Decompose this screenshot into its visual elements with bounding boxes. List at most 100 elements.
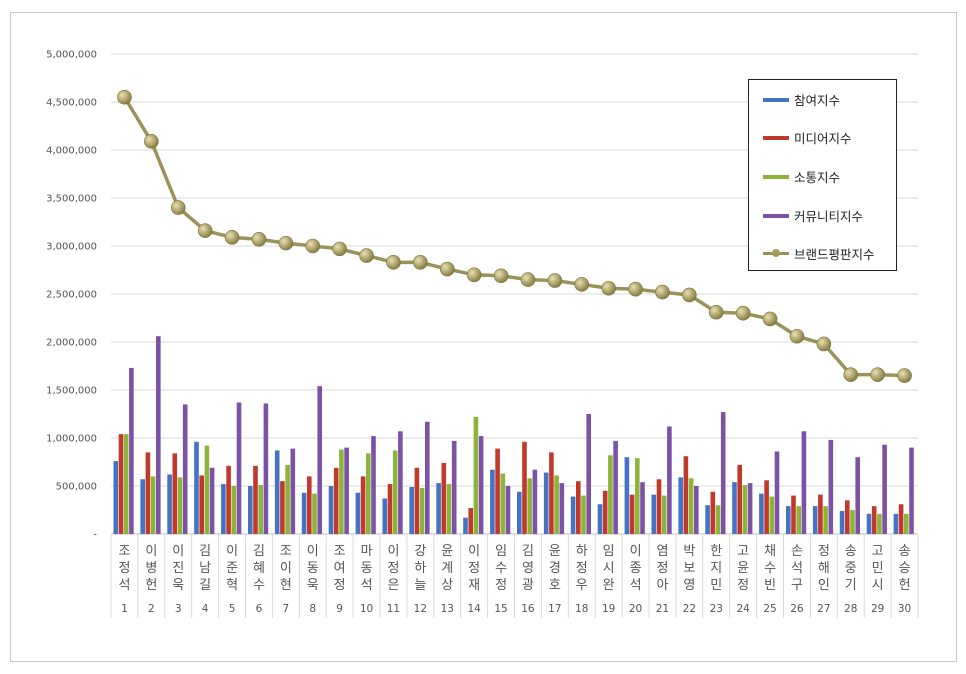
rank-label: 11 <box>387 603 400 615</box>
bar-1 <box>683 456 689 534</box>
bar-2 <box>527 478 532 534</box>
bar-2 <box>500 473 506 534</box>
line-point <box>655 284 670 300</box>
rank-label: 23 <box>710 603 723 615</box>
rank-label: 10 <box>360 603 373 615</box>
legend-swatch <box>763 97 789 102</box>
legend: 참여지수 미디어지수 소통지수 커뮤니티지수 브랜드평판지수 <box>748 79 897 271</box>
y-tick-label: 500,000 <box>56 482 97 493</box>
bar-0 <box>328 486 334 534</box>
legend-item: 미디어지수 <box>763 128 852 147</box>
line-point <box>708 304 724 320</box>
bar-1 <box>253 465 258 534</box>
rank-label: 26 <box>790 603 804 615</box>
line-point <box>493 268 509 284</box>
bar-2 <box>150 476 156 534</box>
legend-swatch <box>763 249 789 257</box>
rank-label: 12 <box>414 603 427 615</box>
line-point <box>735 305 751 321</box>
bar-1 <box>441 462 447 534</box>
legend-item: 브랜드평판지수 <box>763 244 875 263</box>
rank-label: 1 <box>121 603 128 615</box>
bar-3 <box>290 448 296 534</box>
line-point <box>762 311 778 327</box>
bar-3 <box>451 440 457 534</box>
bar-2 <box>258 485 263 534</box>
bar-3 <box>182 404 188 534</box>
bar-3 <box>263 403 269 534</box>
rank-label: 20 <box>629 603 642 615</box>
legend-swatch <box>763 135 789 140</box>
line-point <box>251 231 267 247</box>
bar-1 <box>307 476 312 534</box>
bar-1 <box>602 490 608 534</box>
bar-0 <box>597 504 603 534</box>
rank-label: 15 <box>494 603 507 615</box>
bar-2 <box>392 450 398 534</box>
bar-1 <box>118 434 124 534</box>
bar-1 <box>280 481 285 534</box>
bar-0 <box>624 457 630 534</box>
bar-2 <box>204 445 210 534</box>
bar-0 <box>732 482 737 534</box>
y-tick-label: 5,000,000 <box>46 50 97 61</box>
bar-1 <box>871 506 877 534</box>
y-tick-label: 4,000,000 <box>46 146 97 157</box>
bar-1 <box>576 481 581 534</box>
bar-0 <box>839 510 845 534</box>
bar-1 <box>656 479 662 534</box>
bar-3 <box>747 483 753 534</box>
bar-2 <box>608 455 613 534</box>
bar-1 <box>845 500 850 534</box>
y-tick-label: 1,500,000 <box>46 386 97 397</box>
legend-item: 소통지수 <box>763 167 840 186</box>
rank-label: 22 <box>683 603 696 615</box>
rank-label: 8 <box>309 603 316 615</box>
bar-1 <box>333 467 339 534</box>
bar-1 <box>764 480 769 534</box>
rank-label: 17 <box>548 603 561 615</box>
bar-2 <box>581 495 586 534</box>
bar-3 <box>694 486 699 534</box>
bar-1 <box>172 453 178 534</box>
line-point <box>197 223 213 238</box>
bar-3 <box>801 431 807 534</box>
legend-item: 참여지수 <box>763 90 840 109</box>
chart-frame <box>10 12 957 662</box>
bar-1 <box>549 452 554 534</box>
rank-label: 14 <box>467 603 481 615</box>
line-point <box>816 336 832 352</box>
legend-label: 참여지수 <box>794 93 841 108</box>
bar-1 <box>414 467 420 534</box>
legend-label: 미디어지수 <box>794 131 852 146</box>
bar-0 <box>570 496 576 534</box>
line-point <box>601 280 616 296</box>
bar-3 <box>909 447 914 534</box>
line-point <box>386 255 401 270</box>
rank-label: 25 <box>763 603 776 615</box>
bar-2 <box>312 493 317 534</box>
line-point <box>170 200 186 215</box>
y-tick-label: 3,000,000 <box>46 242 97 253</box>
y-tick-label: 4,500,000 <box>46 98 97 109</box>
line-point <box>682 287 697 303</box>
legend-swatch <box>763 213 789 218</box>
rank-label: 13 <box>441 603 454 615</box>
rank-label: 7 <box>283 603 290 615</box>
line-point <box>305 238 321 254</box>
bar-3 <box>129 367 134 534</box>
